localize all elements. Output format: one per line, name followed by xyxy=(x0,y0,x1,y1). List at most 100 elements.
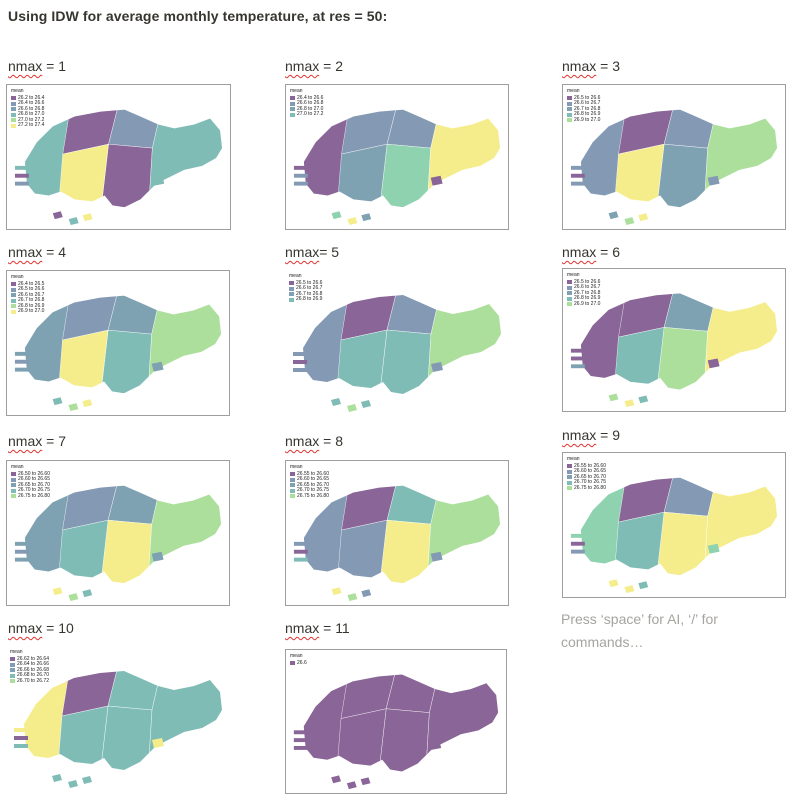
idw-map-plot: mean 26.62 to 26.64 26.64 to 26.66 26.66 to… xyxy=(6,646,230,792)
islet xyxy=(430,175,443,186)
islet xyxy=(14,181,29,186)
idw-region xyxy=(378,708,430,772)
islet xyxy=(638,581,649,590)
plot-caption: nmax = 8 xyxy=(285,433,343,449)
islet xyxy=(331,211,342,220)
idw-region xyxy=(24,143,109,208)
map-legend: mean 26.5 to 26.6 26.6 to 26.7 26.7 to 26.8… xyxy=(567,88,601,123)
legend-label: 27.0 to 27.2 xyxy=(18,116,45,123)
legend-label: 26.6 to 26.7 xyxy=(574,284,601,290)
idw-region xyxy=(703,477,778,576)
idw-map-plot: mean 26.4 to 26.5 26.5 to 26.6 26.6 to 26.7… xyxy=(6,270,230,416)
legend-swatch xyxy=(567,118,572,123)
legend-swatch xyxy=(10,673,15,678)
legend-label: 26.75 to 26.80 xyxy=(574,484,606,491)
editor-placeholder[interactable]: Press ‘space’ for AI, ‘/’ for commands… xyxy=(561,611,718,650)
legend-label: 26.5 to 26.6 xyxy=(574,278,601,285)
idw-region xyxy=(378,329,432,394)
legend-entry: 26.6 to 26.7 xyxy=(11,292,44,299)
idw-region xyxy=(99,705,153,770)
plot-caption: nmax = 3 xyxy=(562,58,620,74)
islet xyxy=(151,551,164,562)
islet xyxy=(14,728,28,732)
islet xyxy=(293,360,307,364)
legend-title: mean xyxy=(11,88,24,94)
legend-label: 26.65 to 26.70 xyxy=(18,481,50,488)
legend-entry: 26.8 to 26.9 xyxy=(567,111,600,118)
legend-swatch xyxy=(290,488,295,493)
legend-label: 26.6 to 26.8 xyxy=(297,100,324,106)
plot-caption: nmax = 4 xyxy=(8,244,66,260)
legend-swatch xyxy=(11,101,16,106)
islet xyxy=(346,781,357,790)
islet xyxy=(331,398,341,406)
legend-entry: 26.8 to 26.9 xyxy=(11,303,44,310)
legend-label: 26.75 to 26.80 xyxy=(18,492,50,499)
plot-caption: nmax = 6 xyxy=(562,244,620,260)
map-legend: mean 26.2 to 26.4 26.4 to 26.6 26.6 to 26.8… xyxy=(11,88,45,129)
legend-label: 26.6 to 26.7 xyxy=(296,285,323,291)
legend-label: 26.68 to 26.70 xyxy=(17,672,49,678)
legend-title: mean xyxy=(289,273,302,279)
legend-entry: 26.62 to 26.64 xyxy=(10,656,49,663)
legend-entry: 26.7 to 26.8 xyxy=(11,297,44,304)
islet xyxy=(14,359,29,364)
islet xyxy=(68,780,78,788)
legend-swatch xyxy=(290,483,295,488)
legend-swatch xyxy=(10,662,15,667)
legend-swatch xyxy=(290,96,295,101)
islet xyxy=(82,776,92,784)
legend-swatch xyxy=(567,475,572,480)
island-map xyxy=(14,671,222,788)
idw-map-plot: mean 26.55 to 26.60 26.60 to 26.65 26.65 to… xyxy=(285,460,509,606)
island-map xyxy=(293,674,499,790)
islet xyxy=(293,165,308,170)
idw-region xyxy=(24,329,109,394)
legend-title: mean xyxy=(290,464,303,470)
legend-label: 26.55 to 26.60 xyxy=(574,462,606,469)
legend-swatch xyxy=(11,96,16,101)
island-map xyxy=(570,109,778,226)
legend-label: 26.7 to 26.8 xyxy=(574,105,601,112)
idw-region xyxy=(655,327,708,390)
map-legend: mean 26.55 to 26.60 26.60 to 26.65 26.65 to… xyxy=(290,464,329,499)
map-legend: mean 26.62 to 26.64 26.64 to 26.66 26.66 to… xyxy=(10,649,49,684)
legend-entry: 26.50 to 26.60 xyxy=(11,471,50,478)
islet xyxy=(293,541,308,546)
islet xyxy=(347,593,358,602)
legend-label: 26.2 to 26.4 xyxy=(18,94,45,101)
islet xyxy=(429,740,442,750)
legend-title: mean xyxy=(567,456,580,462)
legend-entry: 26.64 to 26.66 xyxy=(10,661,49,668)
idw-region xyxy=(147,671,222,770)
islet xyxy=(293,352,307,356)
plot-caption: nmax = 2 xyxy=(285,58,343,74)
idw-region xyxy=(425,674,499,772)
legend-label: 26.5 to 26.6 xyxy=(18,286,45,292)
legend-label: 26.9 to 27.0 xyxy=(574,300,601,307)
island-map xyxy=(14,109,223,226)
legend-label: 26.9 to 27.0 xyxy=(574,116,601,123)
islet xyxy=(608,393,619,402)
legend-swatch xyxy=(11,298,16,303)
islet xyxy=(570,181,585,186)
islet xyxy=(14,165,29,170)
legend-entry: 26.65 to 26.70 xyxy=(567,474,606,481)
islet xyxy=(152,738,164,748)
legend-title: mean xyxy=(290,88,303,94)
legend-swatch xyxy=(11,494,16,499)
legend-label: 26.55 to 26.60 xyxy=(297,470,329,477)
idw-region xyxy=(303,329,388,394)
islet xyxy=(14,173,29,178)
legend-label: 26.65 to 26.70 xyxy=(297,481,329,488)
legend-entry: 26.60 to 26.65 xyxy=(290,476,329,483)
islet xyxy=(570,533,585,538)
legend-swatch xyxy=(567,101,572,106)
legend-entry: 26.68 to 26.70 xyxy=(10,672,49,679)
islet xyxy=(14,744,28,748)
legend-label: 26.4 to 26.5 xyxy=(18,280,45,287)
idw-region xyxy=(99,519,152,584)
legend-swatch xyxy=(11,488,16,493)
islet xyxy=(293,173,308,178)
islet xyxy=(570,356,585,361)
